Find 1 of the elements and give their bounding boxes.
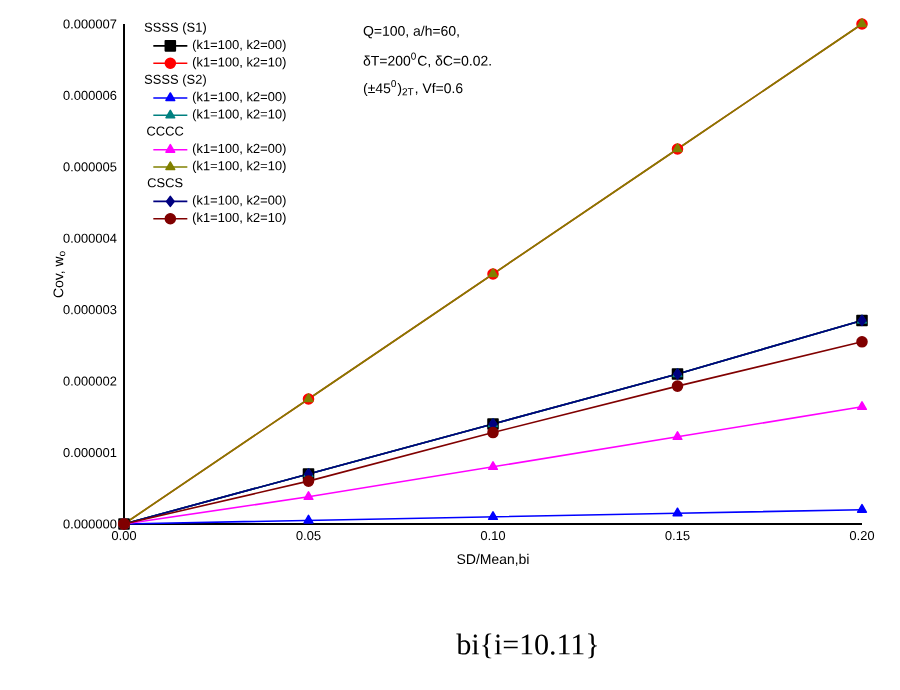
text: bi{i=10.11} — [456, 633, 597, 659]
